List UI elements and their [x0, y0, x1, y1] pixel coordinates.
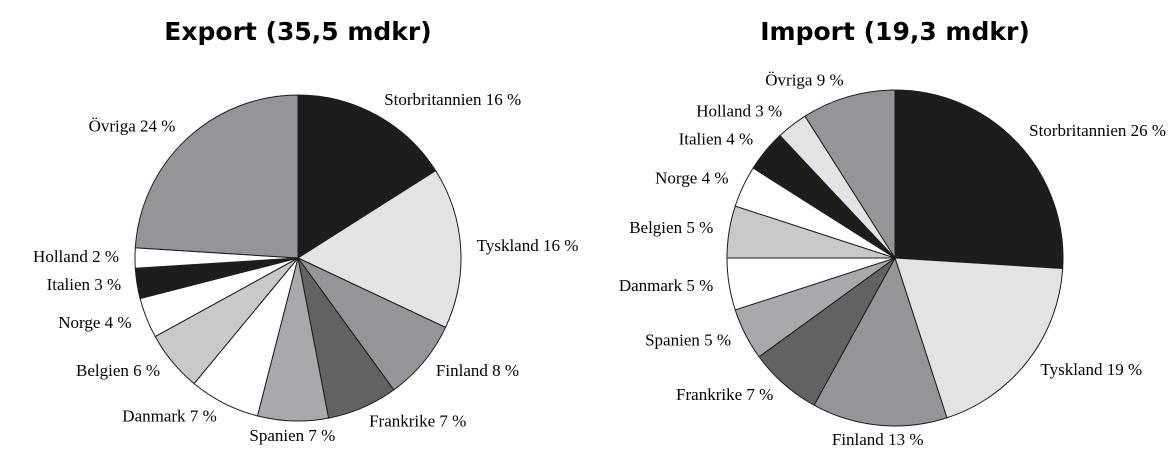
slice-label: Norge 4 % — [655, 169, 728, 188]
slice-label: Belgien 6 % — [76, 361, 160, 380]
slice-category: Norge — [58, 313, 100, 332]
slice-value-label: 9 % — [817, 70, 844, 89]
slice-category: Norge — [655, 169, 697, 188]
slice-value-label: 3 % — [755, 102, 782, 121]
slice-category: Holland — [696, 102, 751, 121]
slice-value-label: 5 % — [704, 330, 731, 349]
slice-value-label: 5 % — [686, 218, 713, 237]
pie-slice — [894, 89, 1064, 270]
slice-label: Finland 8 % — [436, 361, 519, 380]
slice-label: Holland 2 % — [33, 247, 119, 266]
slice-label: Tyskland 16 % — [477, 236, 579, 255]
pie-slice — [804, 89, 896, 260]
slice-category: Övriga — [89, 116, 137, 135]
slice-category: Danmark — [122, 406, 186, 425]
slice-category: Italien — [47, 275, 91, 294]
slice-label: Storbritannien 16 % — [384, 90, 521, 109]
slice-label: Frankrike 7 % — [676, 385, 773, 404]
pie-slice — [296, 169, 462, 329]
slice-label: Tyskland 19 % — [1040, 360, 1142, 379]
slice-value-label: 3 % — [94, 275, 121, 294]
slice-label: Övriga 24 % — [89, 116, 176, 135]
slice-value-label: 24 % — [140, 116, 175, 135]
slice-label: Holland 3 % — [696, 102, 782, 121]
slice-category: Holland — [33, 247, 88, 266]
slice-category: Storbritannien — [384, 90, 482, 109]
slice-category: Danmark — [619, 276, 683, 295]
slice-category: Finland — [436, 361, 488, 380]
slice-value-label: 19 % — [1107, 360, 1142, 379]
slice-value-label: 7 % — [308, 426, 335, 445]
slice-label: Italien 3 % — [47, 275, 122, 294]
slice-value-label: 4 % — [105, 313, 132, 332]
slice-label: Danmark 5 % — [619, 276, 713, 295]
slice-category: Storbritannien — [1029, 121, 1127, 140]
slice-label: Frankrike 7 % — [369, 411, 466, 430]
pie-slice — [813, 256, 948, 427]
slice-category: Belgien — [76, 361, 129, 380]
pie-slice — [297, 94, 437, 259]
slice-label: Belgien 5 % — [629, 218, 713, 237]
slice-value-label: 8 % — [492, 361, 519, 380]
slice-label: Italien 4 % — [679, 130, 754, 149]
slice-label: Övriga 9 % — [765, 70, 843, 89]
slice-label: Danmark 7 % — [122, 406, 216, 425]
slice-value-label: 16 % — [543, 236, 578, 255]
slice-label: Spanien 7 % — [249, 426, 335, 445]
slice-label: Storbritannien 26 % — [1029, 121, 1166, 140]
slice-label: Spanien 5 % — [645, 330, 731, 349]
slice-label: Norge 4 % — [58, 313, 131, 332]
slice-value-label: 13 % — [888, 430, 923, 449]
pie-slice — [134, 94, 299, 259]
slice-category: Frankrike — [369, 411, 435, 430]
pie-slice — [894, 257, 1064, 419]
slice-value-label: 5 % — [686, 276, 713, 295]
slice-value-label: 2 % — [92, 247, 119, 266]
chart-title: Export (35,5 mdkr) — [164, 17, 431, 46]
chart-title: Import (19,3 mdkr) — [760, 17, 1030, 46]
slice-value-label: 7 % — [746, 385, 773, 404]
slice-value-label: 6 % — [133, 361, 160, 380]
slice-value-label: 7 % — [190, 406, 217, 425]
slice-category: Frankrike — [676, 385, 742, 404]
slice-category: Tyskland — [1040, 360, 1103, 379]
slice-category: Övriga — [765, 70, 813, 89]
slice-category: Belgien — [629, 218, 682, 237]
slice-category: Tyskland — [477, 236, 540, 255]
slice-value-label: 26 % — [1131, 121, 1166, 140]
slice-category: Italien — [679, 130, 723, 149]
slice-value-label: 7 % — [439, 411, 466, 430]
slice-category: Spanien — [645, 330, 700, 349]
slice-category: Finland — [832, 430, 884, 449]
slice-value-label: 16 % — [486, 90, 521, 109]
slice-category: Spanien — [249, 426, 304, 445]
slice-label: Finland 13 % — [832, 430, 924, 449]
slice-value-label: 4 % — [726, 130, 753, 149]
slice-value-label: 4 % — [702, 169, 729, 188]
